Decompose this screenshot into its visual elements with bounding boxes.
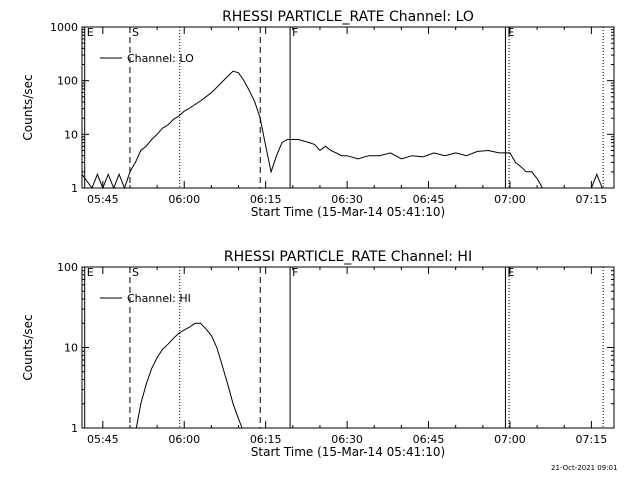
- marker-label: S: [132, 26, 139, 39]
- y-tick-label: 10: [64, 342, 78, 355]
- x-tick-label: 06:00: [168, 193, 200, 206]
- legend-label: Channel: LO: [127, 52, 194, 65]
- chart-title: RHESSI PARTICLE_RATE Channel: LO: [222, 9, 474, 25]
- marker-label: E: [87, 26, 94, 39]
- marker-label: E: [507, 26, 514, 39]
- x-tick-label: 05:45: [87, 433, 119, 446]
- y-axis-label: Counts/sec: [21, 314, 35, 380]
- marker-label: S: [132, 266, 139, 279]
- marker-label: E: [507, 266, 514, 279]
- x-axis-label: Start Time (15-Mar-14 05:41:10): [251, 205, 445, 219]
- x-tick-label: 07:15: [576, 433, 608, 446]
- x-tick-label: 07:00: [494, 433, 526, 446]
- x-tick-label: 06:30: [331, 433, 363, 446]
- x-tick-label: 06:45: [413, 433, 445, 446]
- x-tick-label: 07:00: [494, 193, 526, 206]
- x-tick-label: 05:45: [87, 193, 119, 206]
- y-tick-label: 100: [57, 261, 78, 274]
- legend-label: Channel: HI: [127, 292, 191, 305]
- series-line: [81, 70, 603, 190]
- x-tick-label: 06:30: [331, 193, 363, 206]
- y-tick-label: 1000: [50, 21, 78, 34]
- y-tick-label: 1: [71, 182, 78, 195]
- x-axis-label: Start Time (15-Mar-14 05:41:10): [251, 445, 445, 459]
- x-tick-label: 07:15: [576, 193, 608, 206]
- y-tick-label: 1: [71, 422, 78, 435]
- footer-date: 21-Oct-2021 09:01: [551, 464, 618, 472]
- marker-label: F: [292, 266, 298, 279]
- marker-label: E: [87, 266, 94, 279]
- x-tick-label: 06:15: [250, 433, 282, 446]
- plot-frame: [81, 26, 615, 189]
- marker-label: F: [292, 26, 298, 39]
- y-tick-label: 100: [57, 75, 78, 88]
- y-axis-label: Counts/sec: [21, 74, 35, 140]
- x-tick-label: 06:15: [250, 193, 282, 206]
- series-line: [135, 322, 243, 429]
- x-tick-label: 06:45: [413, 193, 445, 206]
- chart-title: RHESSI PARTICLE_RATE Channel: HI: [224, 249, 472, 265]
- y-tick-label: 10: [64, 128, 78, 141]
- x-tick-label: 06:00: [168, 433, 200, 446]
